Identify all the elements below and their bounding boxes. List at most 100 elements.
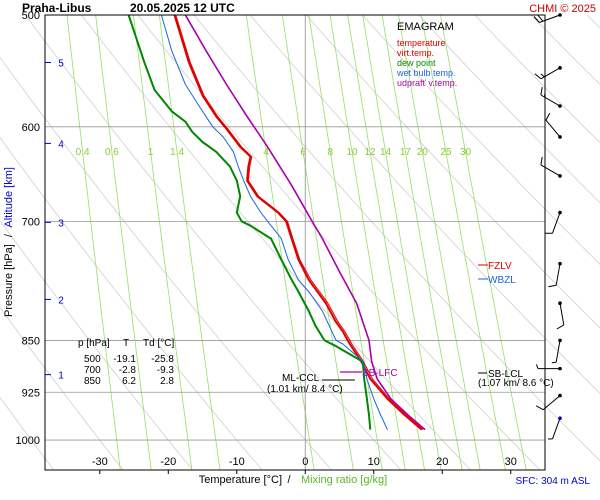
- pressure-tick-label: 850: [22, 335, 40, 347]
- wind-barb-staff: [540, 164, 561, 177]
- wind-barb-station-dot: [558, 301, 562, 306]
- dry-adiabat: [474, 14, 600, 144]
- series-wet-bulb-temp: [160, 15, 388, 430]
- wind-barb-staff: [559, 303, 565, 325]
- table-cell: -19.1: [113, 354, 136, 365]
- table-cell: 850: [84, 376, 101, 387]
- pressure-tick-label: 1000: [16, 435, 40, 447]
- wind-barb-feather: [540, 87, 543, 96]
- wind-barb-station-dot: [558, 366, 562, 371]
- altitude-tick-label: 4: [58, 139, 64, 150]
- mixing-ratio-label: 8: [328, 147, 334, 158]
- dry-adiabat: [0, 137, 263, 471]
- y-axis-title: Pressure [hPa] / Altitude [km]: [3, 167, 15, 317]
- pressure-tick-label: 925: [22, 387, 40, 399]
- mixing-ratio-label: 0.4: [76, 147, 90, 158]
- dry-adiabat: [0, 57, 332, 471]
- wind-barb-station-dot: [558, 210, 562, 215]
- mixing-ratio-line: [398, 14, 481, 471]
- wind-barb: [535, 364, 562, 371]
- pressure-tick-label: 600: [22, 122, 40, 134]
- grid-layer: [0, 14, 600, 471]
- wind-barb-staff: [542, 395, 561, 411]
- altitude-tick-label: 3: [58, 218, 64, 229]
- mixing-ratio-line: [362, 14, 442, 471]
- altitude-tick-label: 2: [58, 295, 64, 306]
- wind-barb: [547, 416, 562, 440]
- fzlv-label: FZLV: [488, 261, 512, 272]
- mixing-ratio-line: [133, 14, 193, 471]
- wind-barb-station-dot: [558, 174, 562, 178]
- wind-barb: [551, 338, 562, 364]
- wind-barb: [535, 393, 562, 411]
- temperature-tick-label: 0: [302, 456, 308, 468]
- table-header-td: Td [°C]: [143, 338, 174, 349]
- sounding-table: p [hPa] T Td [°C] 500 -19.1 -25.8 700 -2…: [78, 338, 174, 387]
- dry-adiabat: [24, 14, 402, 471]
- y-axis-label-altitude: Altitude [km]: [3, 167, 15, 228]
- mixing-ratio-line: [421, 14, 506, 471]
- wind-barbs-layer: [533, 13, 565, 440]
- wind-barb-feather: [543, 92, 546, 98]
- wind-barb-staff: [539, 14, 561, 23]
- table-header-t: T: [123, 338, 129, 349]
- y-axis-label-pressure: Pressure [hPa]: [3, 244, 15, 317]
- mixing-ratio-line: [281, 14, 354, 471]
- wind-barb: [544, 210, 562, 234]
- mixing-ratio-line: [440, 14, 527, 471]
- legend-dew-point: dew point: [397, 58, 436, 68]
- table-cell: 6.2: [122, 376, 136, 387]
- legend: EMAGRAM temperature virt.temp. dew point…: [396, 21, 457, 88]
- wind-barb-station-dot: [558, 66, 562, 70]
- dry-adiabat: [362, 14, 600, 265]
- datetime-title: 20.05.2025 12 UTC: [130, 1, 235, 15]
- wind-barb-staff: [552, 212, 561, 234]
- wind-barb-staff: [555, 263, 561, 286]
- wind-barb-station-dot: [558, 393, 562, 398]
- dry-adiabat: [0, 306, 124, 471]
- x-axis-label-separator: /: [287, 474, 291, 486]
- wind-barb: [534, 66, 562, 80]
- mixing-ratio-line: [308, 14, 383, 471]
- mixing-ratio-label: 6: [300, 147, 306, 158]
- table-cell: -2.8: [119, 365, 137, 376]
- mixing-ratio-line: [66, 14, 121, 471]
- table-cell: 2.8: [160, 376, 174, 387]
- wind-barb-feather: [548, 284, 557, 288]
- mixing-ratio-label: 14: [380, 147, 392, 158]
- series-dew-point: [127, 15, 372, 430]
- dry-adiabat: [305, 14, 600, 329]
- mixing-ratio-label: 17: [400, 147, 412, 158]
- altitude-tick-label: 5: [58, 58, 64, 69]
- frame-layer: [44, 14, 546, 474]
- dry-adiabat: [0, 220, 193, 471]
- wbzl-label: WBZL: [488, 275, 516, 286]
- legend-temperature: temperature: [397, 38, 446, 48]
- mixing-ratio-label: 4: [263, 147, 269, 158]
- wind-barb-staff: [540, 67, 561, 80]
- wind-barb-staff: [555, 340, 561, 363]
- dry-adiabat: [137, 14, 541, 471]
- legend-virt-temp: virt.temp.: [397, 48, 434, 58]
- wind-barb: [540, 156, 562, 178]
- table-cell: 700: [84, 365, 101, 376]
- wind-barb-feather: [537, 14, 544, 22]
- x-axis-label-temperature: Temperature [°C]: [199, 474, 282, 486]
- series-layer: [127, 15, 426, 431]
- plot-frame: [44, 14, 546, 471]
- mixing-ratio-label: 12: [364, 147, 376, 158]
- wind-barb-feather: [540, 73, 545, 78]
- wind-barb-staff: [540, 94, 561, 107]
- mixing-ratio-line: [245, 14, 315, 471]
- x-axis-title: Temperature [°C] / Mixing ratio [g/kg]: [199, 474, 387, 486]
- mixing-ratio-line: [381, 14, 463, 471]
- temperature-tick-label: -20: [160, 456, 176, 468]
- wind-barb-feather: [535, 405, 544, 411]
- temperature-tick-label: 30: [505, 456, 517, 468]
- table-cell: 500: [84, 354, 101, 365]
- wind-barb-staff: [545, 119, 561, 138]
- mixing-ratio-line: [95, 14, 152, 471]
- wind-barb-station-dot: [558, 416, 562, 421]
- temperature-tick-label: 20: [436, 456, 448, 468]
- wind-barb-station-dot: [558, 261, 562, 266]
